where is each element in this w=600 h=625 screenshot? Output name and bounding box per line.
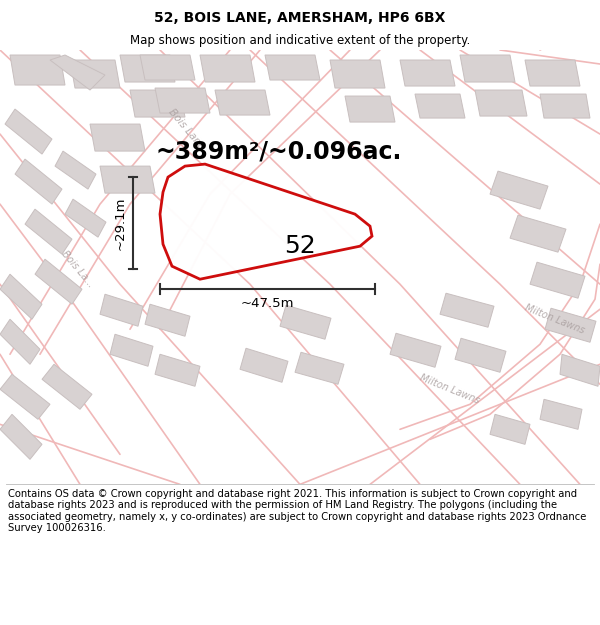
Polygon shape bbox=[5, 109, 52, 154]
Polygon shape bbox=[0, 374, 50, 419]
Polygon shape bbox=[130, 90, 185, 117]
Polygon shape bbox=[10, 55, 65, 85]
Polygon shape bbox=[65, 199, 106, 237]
Polygon shape bbox=[510, 215, 566, 252]
Polygon shape bbox=[400, 60, 455, 86]
Text: Milton Lawns: Milton Lawns bbox=[419, 372, 481, 406]
Text: Milton Lawns: Milton Lawns bbox=[524, 302, 586, 336]
Polygon shape bbox=[460, 55, 515, 82]
Polygon shape bbox=[475, 90, 527, 116]
Text: ~29.1m: ~29.1m bbox=[114, 196, 127, 250]
Polygon shape bbox=[560, 354, 600, 386]
Text: ~47.5m: ~47.5m bbox=[241, 298, 294, 310]
Text: Contains OS data © Crown copyright and database right 2021. This information is : Contains OS data © Crown copyright and d… bbox=[8, 489, 586, 533]
Polygon shape bbox=[50, 55, 105, 90]
Polygon shape bbox=[265, 55, 320, 80]
Text: 52, BOIS LANE, AMERSHAM, HP6 6BX: 52, BOIS LANE, AMERSHAM, HP6 6BX bbox=[154, 11, 446, 25]
Polygon shape bbox=[455, 338, 506, 372]
Polygon shape bbox=[100, 166, 155, 193]
Text: Bois Lane: Bois Lane bbox=[166, 107, 206, 151]
Polygon shape bbox=[490, 171, 548, 209]
Polygon shape bbox=[155, 88, 210, 113]
Polygon shape bbox=[160, 164, 372, 279]
Polygon shape bbox=[540, 94, 590, 118]
Polygon shape bbox=[525, 60, 580, 86]
Polygon shape bbox=[240, 348, 288, 382]
Polygon shape bbox=[35, 259, 82, 304]
Polygon shape bbox=[215, 90, 270, 115]
Text: Bois La...: Bois La... bbox=[60, 249, 96, 289]
Polygon shape bbox=[70, 60, 120, 88]
Polygon shape bbox=[90, 124, 145, 151]
Polygon shape bbox=[280, 305, 331, 339]
Polygon shape bbox=[0, 274, 42, 319]
Polygon shape bbox=[0, 414, 42, 459]
Polygon shape bbox=[490, 414, 530, 444]
Polygon shape bbox=[42, 364, 92, 409]
Polygon shape bbox=[415, 94, 465, 118]
Polygon shape bbox=[540, 399, 582, 429]
Text: 52: 52 bbox=[284, 234, 316, 258]
Polygon shape bbox=[110, 334, 153, 366]
Polygon shape bbox=[15, 159, 62, 204]
Polygon shape bbox=[155, 354, 200, 386]
Polygon shape bbox=[55, 151, 96, 189]
Text: Map shows position and indicative extent of the property.: Map shows position and indicative extent… bbox=[130, 34, 470, 47]
Polygon shape bbox=[330, 60, 385, 88]
Polygon shape bbox=[390, 333, 441, 367]
Polygon shape bbox=[200, 55, 255, 82]
Polygon shape bbox=[530, 262, 585, 298]
Text: ~389m²/~0.096ac.: ~389m²/~0.096ac. bbox=[155, 139, 401, 163]
Polygon shape bbox=[145, 304, 190, 336]
Polygon shape bbox=[0, 319, 40, 364]
Polygon shape bbox=[100, 294, 143, 326]
Polygon shape bbox=[140, 55, 195, 80]
Polygon shape bbox=[545, 308, 596, 342]
Polygon shape bbox=[295, 352, 344, 384]
Polygon shape bbox=[440, 293, 494, 328]
Polygon shape bbox=[25, 209, 72, 254]
Polygon shape bbox=[345, 96, 395, 122]
Polygon shape bbox=[120, 55, 175, 82]
